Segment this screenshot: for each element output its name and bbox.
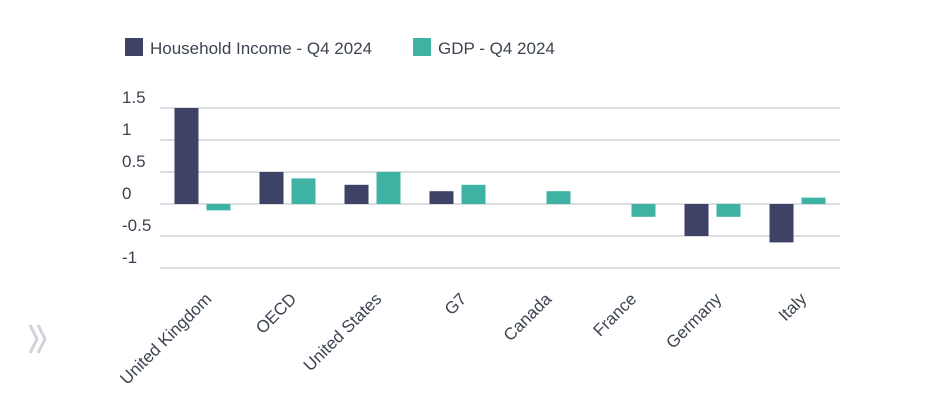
legend-swatch-household-income bbox=[125, 38, 143, 56]
x-tick-label: OECD bbox=[252, 289, 300, 337]
x-tick-label: France bbox=[589, 289, 640, 340]
x-axis-labels: United Kingdom OECD United States G7 Canada F… bbox=[116, 289, 810, 388]
legend-label-gdp: GDP - Q4 2024 bbox=[438, 39, 555, 58]
legend-item-gdp[interactable]: GDP - Q4 2024 bbox=[413, 38, 555, 58]
y-tick-label: 1 bbox=[122, 120, 131, 139]
bar-gdp[interactable] bbox=[376, 172, 401, 204]
bar-household-income[interactable] bbox=[684, 204, 709, 236]
bar-gdp[interactable] bbox=[206, 204, 231, 211]
y-axis-labels: 1.5 1 0.5 0 -0.5 -1 bbox=[122, 88, 151, 267]
bars bbox=[174, 108, 826, 243]
double-chevron-icon bbox=[28, 324, 47, 354]
bar-gdp[interactable] bbox=[546, 191, 571, 204]
x-tick-label: Germany bbox=[662, 289, 725, 352]
bar-gdp[interactable] bbox=[801, 197, 826, 204]
bar-household-income[interactable] bbox=[259, 172, 284, 204]
y-tick-label: 0.5 bbox=[122, 152, 146, 171]
y-tick-label: -1 bbox=[122, 248, 137, 267]
y-tick-label: -0.5 bbox=[122, 216, 151, 235]
bar-gdp[interactable] bbox=[291, 178, 316, 204]
x-tick-label: Italy bbox=[775, 289, 811, 325]
x-tick-label: United Kingdom bbox=[116, 289, 215, 388]
legend-swatch-gdp bbox=[413, 38, 431, 56]
legend: Household Income - Q4 2024 GDP - Q4 2024 bbox=[125, 38, 555, 58]
x-tick-label: G7 bbox=[441, 289, 470, 318]
bar-household-income[interactable] bbox=[344, 184, 369, 204]
y-tick-label: 0 bbox=[122, 184, 131, 203]
bar-household-income[interactable] bbox=[174, 108, 199, 204]
y-tick-label: 1.5 bbox=[122, 88, 146, 107]
legend-item-household-income[interactable]: Household Income - Q4 2024 bbox=[125, 38, 372, 58]
x-tick-label: United States bbox=[300, 289, 386, 375]
legend-label-household-income: Household Income - Q4 2024 bbox=[150, 39, 372, 58]
bar-gdp[interactable] bbox=[716, 204, 741, 217]
bar-gdp[interactable] bbox=[461, 184, 486, 204]
bar-household-income[interactable] bbox=[429, 191, 454, 204]
bar-gdp[interactable] bbox=[631, 204, 656, 217]
bar-household-income[interactable] bbox=[769, 204, 794, 243]
x-tick-label: Canada bbox=[500, 289, 556, 345]
